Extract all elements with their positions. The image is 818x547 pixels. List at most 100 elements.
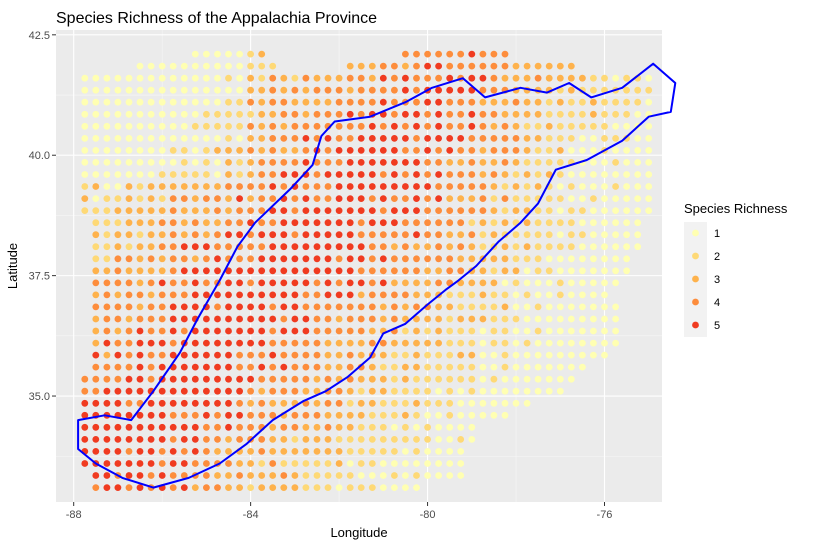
richness-point — [435, 448, 442, 455]
richness-point — [92, 171, 100, 178]
richness-point — [92, 279, 100, 287]
richness-point — [368, 98, 376, 106]
richness-point — [313, 375, 321, 383]
richness-point — [280, 135, 288, 142]
richness-point — [313, 363, 321, 371]
richness-point — [291, 375, 299, 383]
richness-point — [158, 231, 166, 239]
richness-point — [125, 231, 133, 239]
richness-point — [435, 460, 442, 467]
richness-point — [313, 267, 321, 275]
richness-point — [623, 98, 630, 106]
richness-point — [545, 351, 553, 359]
richness-point — [180, 110, 188, 118]
richness-point — [214, 50, 221, 58]
richness-point — [634, 195, 642, 203]
richness-point — [136, 183, 144, 190]
richness-point — [623, 110, 630, 118]
richness-point — [501, 279, 509, 287]
richness-point — [424, 436, 431, 443]
richness-point — [512, 62, 520, 70]
richness-point — [601, 243, 608, 251]
richness-point — [258, 291, 266, 299]
richness-point — [291, 98, 299, 106]
richness-point — [590, 195, 597, 203]
richness-point — [103, 423, 111, 431]
richness-point — [191, 207, 199, 215]
richness-point — [203, 98, 210, 106]
richness-point — [203, 291, 210, 299]
richness-point — [180, 183, 188, 190]
richness-point — [103, 86, 111, 94]
richness-point — [225, 460, 232, 467]
richness-point — [490, 339, 498, 347]
richness-point — [457, 291, 465, 299]
richness-point — [92, 207, 100, 215]
richness-point — [335, 231, 343, 239]
richness-point — [634, 110, 642, 118]
richness-point — [645, 207, 653, 215]
richness-point — [579, 243, 586, 251]
richness-point — [424, 315, 431, 323]
richness-point — [313, 351, 321, 359]
richness-point — [556, 159, 564, 166]
richness-point — [258, 363, 266, 371]
richness-point — [280, 159, 288, 166]
richness-point — [103, 219, 111, 227]
richness-point — [169, 303, 177, 311]
richness-point — [402, 375, 409, 383]
richness-point — [446, 303, 454, 311]
richness-point — [203, 387, 210, 395]
richness-point — [280, 363, 288, 371]
richness-point — [258, 448, 266, 455]
richness-point — [114, 243, 122, 251]
richness-point — [534, 135, 542, 142]
richness-point — [180, 399, 188, 407]
richness-point — [534, 243, 542, 251]
richness-point — [324, 183, 332, 190]
richness-point — [236, 279, 244, 287]
richness-point — [468, 147, 476, 154]
richness-point — [203, 147, 210, 154]
richness-point — [368, 243, 376, 251]
richness-point — [579, 327, 586, 335]
richness-point — [402, 460, 409, 467]
richness-point — [435, 472, 442, 479]
richness-point — [214, 472, 221, 479]
richness-point — [203, 122, 210, 130]
richness-point — [169, 327, 177, 335]
richness-point — [534, 327, 542, 335]
richness-point — [291, 327, 299, 335]
richness-point — [180, 279, 188, 287]
richness-point — [136, 448, 144, 455]
richness-point — [645, 86, 653, 94]
richness-point — [225, 195, 232, 203]
richness-point — [103, 243, 111, 251]
richness-point — [590, 327, 597, 335]
richness-point — [567, 147, 575, 154]
richness-point — [379, 159, 387, 166]
richness-point — [556, 255, 564, 263]
richness-point — [435, 315, 442, 323]
richness-point — [269, 122, 277, 130]
richness-point — [125, 472, 133, 479]
richness-point — [534, 183, 542, 190]
richness-point — [335, 122, 343, 130]
richness-point — [258, 183, 266, 190]
richness-point — [180, 303, 188, 311]
richness-point — [169, 423, 177, 431]
richness-point — [391, 207, 398, 215]
richness-point — [590, 231, 597, 239]
richness-point — [324, 448, 332, 455]
richness-point — [402, 171, 409, 178]
richness-point — [368, 423, 376, 431]
richness-point — [92, 472, 100, 479]
richness-point — [479, 159, 487, 166]
richness-point — [203, 62, 210, 70]
richness-point — [346, 231, 354, 239]
richness-point — [302, 327, 310, 335]
richness-point — [435, 122, 442, 130]
richness-point — [302, 315, 310, 323]
richness-point — [136, 411, 144, 419]
richness-point — [291, 147, 299, 154]
